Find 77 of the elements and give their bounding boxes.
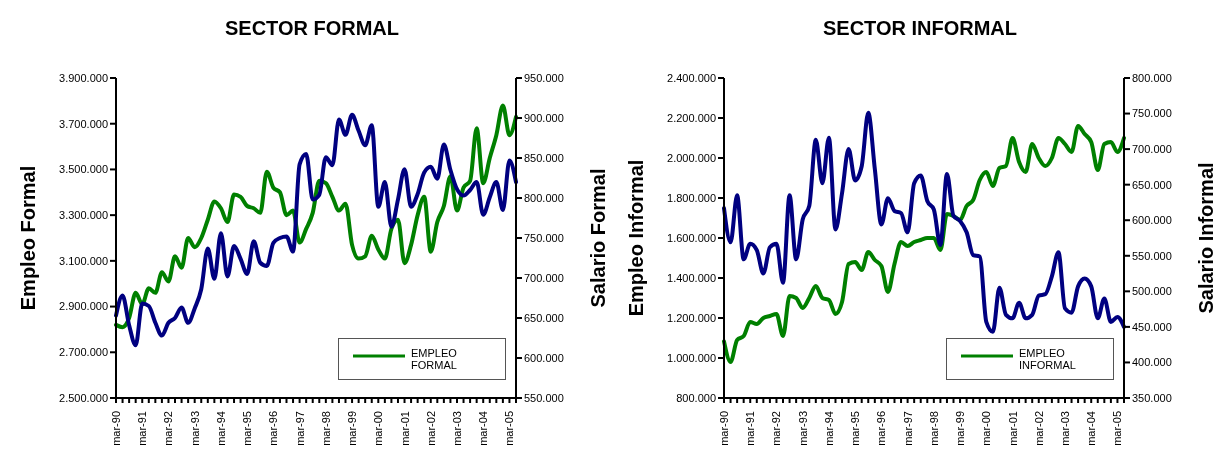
y-tick-label: 3.100.000 [59, 254, 108, 267]
x-tick-label: mar-03 [450, 411, 463, 446]
x-tick-label: mar-91 [744, 411, 757, 446]
y2-tick-label: 800.000 [524, 191, 564, 204]
y2-tick-label: 700.000 [524, 271, 564, 284]
x-tick-label: mar-96 [267, 411, 280, 446]
x-tick-label: mar-91 [136, 411, 149, 446]
y2-tick-label: 850.000 [524, 151, 564, 164]
x-tick-label: mar-99 [346, 411, 359, 446]
y-axis-title: Empleo Informal [625, 159, 648, 317]
x-tick-label: mar-96 [875, 411, 888, 446]
y2-tick-label: 700.000 [1132, 143, 1172, 156]
y2-tick-label: 350.000 [1132, 391, 1172, 404]
y2-tick-label: 400.000 [1132, 356, 1172, 369]
x-tick-label: mar-05 [503, 411, 516, 446]
x-tick-label: mar-05 [1111, 411, 1124, 446]
y-tick-label: 1.800.000 [667, 191, 716, 204]
y-tick-label: 2.700.000 [59, 346, 108, 359]
x-tick-label: mar-90 [718, 411, 730, 446]
x-tick-label: mar-95 [849, 411, 862, 446]
x-tick-label: mar-02 [1032, 411, 1045, 446]
y-tick-label: 2.400.000 [667, 71, 716, 84]
y2-tick-label: 750.000 [1132, 107, 1172, 120]
y-tick-label: 2.900.000 [59, 300, 108, 313]
y2-tick-label: 750.000 [524, 231, 564, 244]
y-tick-label: 800.000 [676, 391, 716, 404]
x-tick-label: mar-04 [477, 411, 490, 446]
x-tick-label: mar-94 [822, 411, 835, 446]
chart-title: SECTOR FORMAL [223, 16, 401, 41]
x-tick-label: mar-95 [241, 411, 254, 446]
x-tick-label: mar-04 [1085, 411, 1098, 446]
x-tick-label: mar-93 [188, 411, 201, 446]
y2-tick-label: 650.000 [1132, 178, 1172, 191]
x-tick-label: mar-92 [770, 411, 783, 446]
y-tick-label: 3.700.000 [59, 117, 108, 130]
y-tick-label: 3.300.000 [59, 209, 108, 222]
y2-tick-label: 550.000 [524, 391, 564, 404]
y-tick-label: 2.000.000 [667, 151, 716, 164]
x-tick-label: mar-98 [319, 411, 332, 446]
y-tick-label: 1.000.000 [667, 351, 716, 364]
y-tick-label: 2.200.000 [667, 111, 716, 124]
y2-tick-label: 600.000 [524, 351, 564, 364]
x-tick-label: mar-01 [1006, 411, 1019, 446]
x-tick-label: mar-93 [796, 411, 809, 446]
x-tick-label: mar-01 [398, 411, 411, 446]
legend-label: EMPLEO INFORMAL [1019, 347, 1077, 371]
y2-tick-label: 450.000 [1132, 320, 1172, 333]
x-tick-label: mar-97 [293, 411, 306, 446]
chart-title: SECTOR INFORMAL [821, 16, 1019, 41]
y-tick-label: 1.400.000 [667, 271, 716, 284]
y2-tick-label: 500.000 [1132, 285, 1172, 298]
x-tick-label: mar-92 [162, 411, 175, 446]
x-tick-label: mar-02 [424, 411, 437, 446]
y2-tick-label: 600.000 [1132, 214, 1172, 227]
y-tick-label: 2.500.000 [59, 391, 108, 404]
x-tick-label: mar-97 [901, 411, 914, 446]
y-tick-label: 1.200.000 [667, 311, 716, 324]
y2-axis-title: Salario Informal [1195, 162, 1218, 314]
y2-tick-label: 900.000 [524, 111, 564, 124]
x-tick-label: mar-03 [1058, 411, 1071, 446]
x-tick-label: mar-94 [214, 411, 227, 446]
y-tick-label: 3.500.000 [59, 163, 108, 176]
x-tick-label: mar-90 [110, 411, 122, 446]
y2-tick-label: 800.000 [1132, 71, 1172, 84]
y-axis-title: Empleo Formal [17, 165, 40, 311]
x-tick-label: mar-98 [927, 411, 940, 446]
x-tick-label: mar-00 [980, 411, 993, 446]
x-tick-label: mar-99 [954, 411, 967, 446]
y2-tick-label: 950.000 [524, 71, 564, 84]
y2-tick-label: 550.000 [1132, 249, 1172, 262]
y-tick-label: 3.900.000 [59, 71, 108, 84]
line-series [722, 110, 1126, 334]
y2-axis-title: Salario Formal [587, 168, 610, 308]
y2-tick-label: 650.000 [524, 311, 564, 324]
legend-label: EMPLEO FORMAL [411, 347, 458, 371]
y-tick-label: 1.600.000 [667, 231, 716, 244]
x-tick-label: mar-00 [372, 411, 385, 446]
